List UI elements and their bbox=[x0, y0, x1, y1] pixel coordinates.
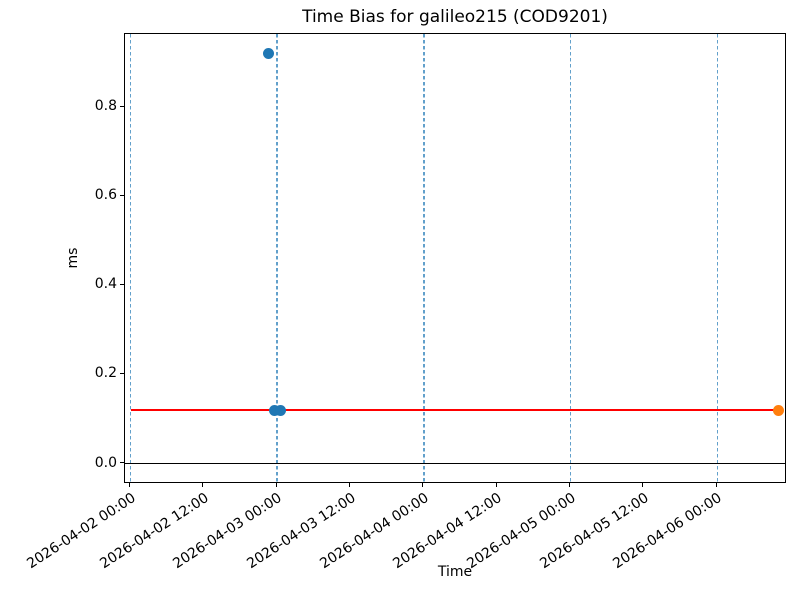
y-tick-mark bbox=[120, 194, 124, 196]
time-bias-samples-marker bbox=[262, 48, 274, 60]
x-tick-mark bbox=[349, 483, 351, 487]
y-tick-label: 0.4 bbox=[94, 276, 117, 293]
bias-fit-line bbox=[130, 408, 779, 412]
y-tick-label: 0.0 bbox=[94, 454, 117, 471]
chart-title: Time Bias for galileo215 (COD9201) bbox=[302, 7, 608, 27]
plot-area bbox=[124, 33, 786, 483]
y-tick-mark bbox=[120, 372, 124, 374]
y-axis-label: ms bbox=[65, 247, 81, 269]
x-tick-mark bbox=[569, 483, 571, 487]
y-tick-mark bbox=[120, 105, 124, 107]
x-tick-mark bbox=[495, 483, 497, 487]
x-gridline bbox=[716, 34, 719, 482]
extrapolated-point-marker bbox=[772, 404, 784, 416]
x-gridline bbox=[423, 34, 425, 482]
y-tick-mark bbox=[120, 283, 124, 285]
y-tick-label: 0.6 bbox=[94, 187, 117, 204]
x-tick-mark bbox=[422, 483, 424, 487]
y-tick-mark bbox=[120, 462, 124, 463]
x-gridline bbox=[276, 34, 278, 482]
time-bias-samples-marker bbox=[269, 404, 281, 416]
x-tick-mark bbox=[129, 483, 130, 487]
y-tick-label: 0.2 bbox=[94, 365, 117, 382]
x-tick-mark bbox=[202, 483, 204, 487]
x-gridline bbox=[569, 34, 572, 482]
x-axis-label: Time bbox=[437, 564, 473, 580]
y-tick-label: 0.8 bbox=[94, 98, 117, 115]
x-gridline bbox=[129, 34, 132, 482]
x-tick-mark bbox=[275, 483, 277, 487]
x-tick-mark bbox=[642, 483, 644, 487]
x-tick-mark bbox=[715, 483, 717, 487]
time-bias-samples-marker bbox=[275, 404, 287, 416]
zero-line bbox=[125, 462, 785, 465]
